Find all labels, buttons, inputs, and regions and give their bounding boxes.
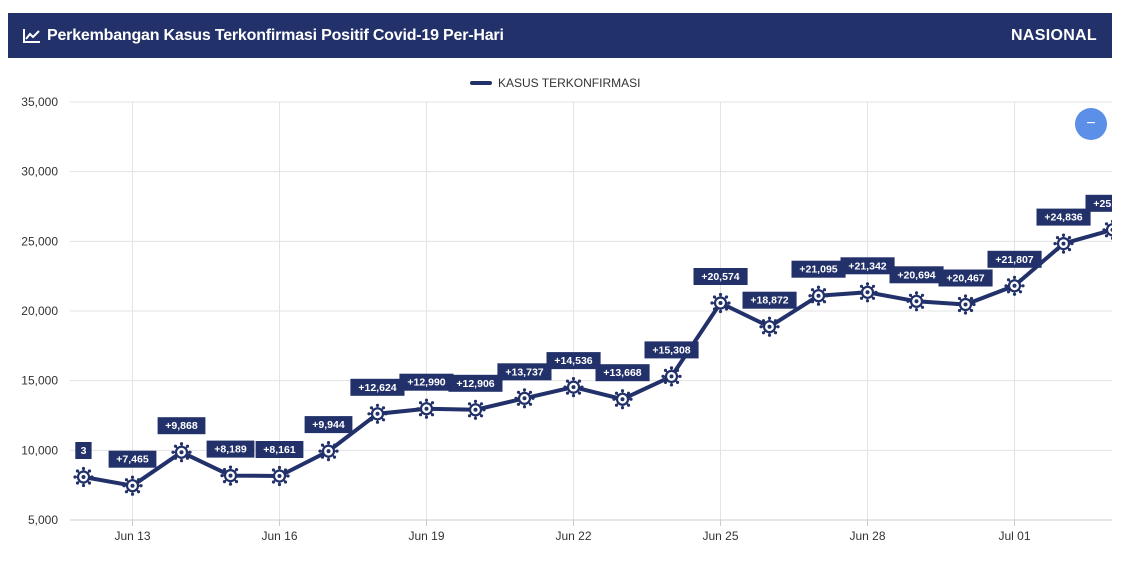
data-point-marker	[661, 366, 681, 386]
y-tick-label: 25,000	[21, 234, 58, 248]
data-point-marker	[1102, 220, 1122, 240]
data-point-marker	[171, 442, 191, 462]
data-point-marker	[906, 291, 926, 311]
y-tick-label: 5,000	[28, 513, 58, 527]
data-point-marker	[563, 377, 583, 397]
data-label: +14,536	[554, 355, 592, 367]
data-label: +21,095	[799, 264, 837, 276]
data-label: +20,694	[897, 269, 935, 281]
data-label: +15,308	[652, 344, 690, 356]
data-point-marker	[269, 466, 289, 486]
data-label: +20,467	[946, 273, 984, 285]
data-point-marker	[367, 404, 387, 424]
data-label: +25,830	[1093, 198, 1125, 210]
chart-area: 5,000 10,000 15,000 20,000 25,000 30,000 35,00…	[0, 58, 1125, 562]
x-tick-label: Jun 25	[702, 529, 738, 543]
scope-label: NASIONAL	[1011, 27, 1097, 45]
chart-title: Perkembangan Kasus Terkonfirmasi Positif…	[47, 27, 504, 45]
data-label: +8,161	[263, 444, 296, 456]
y-tick-label: 35,000	[21, 95, 58, 109]
data-label: +12,990	[407, 377, 445, 389]
data-point-marker	[73, 467, 93, 487]
data-label: +21,342	[848, 260, 886, 272]
data-point-marker	[759, 317, 779, 337]
data-label: +7,465	[116, 454, 149, 466]
y-tick-label: 10,000	[21, 443, 58, 457]
line-chart: 5,000 10,000 15,000 20,000 25,000 30,000 35,00…	[0, 58, 1125, 562]
data-point-marker	[955, 294, 975, 314]
data-label: +9,868	[165, 420, 198, 432]
data-label: 3	[81, 445, 87, 457]
x-tick-label: Jun 19	[408, 529, 444, 543]
data-point-marker	[612, 389, 632, 409]
data-point-marker	[1053, 234, 1073, 254]
data-label: +12,624	[358, 382, 396, 394]
header-title-group: Perkembangan Kasus Terkonfirmasi Positif…	[23, 27, 504, 45]
data-point-marker	[318, 441, 338, 461]
data-label: +21,807	[995, 254, 1033, 266]
x-tick-label: Jun 22	[555, 529, 591, 543]
chart-header: Perkembangan Kasus Terkonfirmasi Positif…	[8, 13, 1112, 58]
data-point-marker	[1004, 276, 1024, 296]
data-point-marker	[220, 466, 240, 486]
data-point-marker	[416, 399, 436, 419]
data-point-marker	[808, 286, 828, 306]
data-label: +13,668	[603, 367, 641, 379]
data-label: +9,944	[312, 419, 345, 431]
data-label: +20,574	[701, 271, 739, 283]
data-label: +12,906	[456, 378, 494, 390]
data-label: +18,872	[750, 295, 788, 307]
minus-icon: −	[1086, 115, 1095, 133]
y-tick-label: 20,000	[21, 304, 58, 318]
data-label: +13,737	[505, 366, 543, 378]
data-label: +24,836	[1044, 212, 1082, 224]
data-point-marker	[857, 282, 877, 302]
x-tick-label: Jun 28	[849, 529, 885, 543]
data-point-marker	[465, 400, 485, 420]
data-point-marker	[514, 388, 534, 408]
x-tick-label: Jun 13	[114, 529, 150, 543]
data-point-marker	[122, 476, 142, 496]
x-tick-label: Jul 01	[998, 529, 1030, 543]
y-tick-label: 15,000	[21, 374, 58, 388]
data-point-marker	[710, 293, 730, 313]
line-chart-icon	[23, 28, 41, 44]
y-tick-label: 30,000	[21, 165, 58, 179]
x-tick-label: Jun 16	[261, 529, 297, 543]
data-label: +8,189	[214, 444, 247, 456]
collapse-button[interactable]: −	[1075, 108, 1107, 140]
